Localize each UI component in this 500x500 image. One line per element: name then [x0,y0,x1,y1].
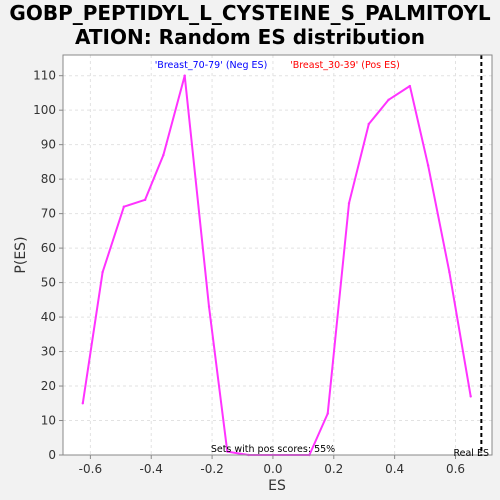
y-tick-label: 0 [48,448,56,462]
es-data-point [101,271,104,274]
pos-scores-annotation: Sets with pos scores: 55% [211,444,335,455]
x-tick-label: 0.6 [446,462,465,476]
es-data-point [226,450,229,453]
y-tick-label: 60 [41,241,56,255]
es-data-point [326,412,329,415]
es-data-point [347,202,351,205]
es-data-point [367,122,370,126]
y-axis-title: P(ES) [13,236,29,273]
legend-neg-es: 'Breast_70-79' (Neg ES) [155,60,268,71]
es-data-point [207,305,211,308]
es-data-point [81,402,84,405]
grid-layer [63,55,492,456]
es-data-point [408,84,412,88]
es-data-point [448,271,451,274]
es-data-point [469,395,472,398]
x-axis-title: ES [268,478,286,494]
es-data-point [387,98,390,102]
y-tick-label: 100 [33,103,56,117]
y-tick-label: 20 [41,379,56,393]
es-data-point [162,153,165,157]
x-tick-label: -0.2 [200,462,223,476]
x-tick-label: 0.2 [324,462,343,476]
chart-title-line-1: GOBP_PEPTIDYL_L_CYSTEINE_S_PALMITOYL [9,1,490,25]
legend-pos-es: 'Breast_30-39' (Pos ES) [290,60,400,71]
x-tick-label: -0.4 [140,462,163,476]
y-tick-label: 10 [41,414,56,428]
y-tick-layer: 0 10 20 30 40 50 60 70 80 90 100 110 [33,69,63,462]
y-tick-label: 40 [41,310,56,324]
x-tick-label: 0.4 [385,462,404,476]
plot-area [63,55,492,455]
es-data-point [143,198,147,202]
plot-frame [62,54,493,456]
y-tick-label: 50 [41,276,56,290]
es-data-point [122,205,126,208]
y-tick-label: 80 [41,172,56,186]
x-tick-label: 0.0 [263,462,282,476]
es-data-point [183,74,186,77]
chart-title-line-2: ATION: Random ES distribution [75,25,425,49]
x-tick-layer: -0.6 -0.4 -0.2 0.0 0.2 0.4 0.6 [79,455,465,476]
real-es-label: Real ES [453,448,489,459]
x-tick-label: -0.6 [79,462,102,476]
y-tick-label: 110 [33,69,56,83]
es-data-point [426,164,430,167]
y-tick-label: 30 [41,345,56,359]
y-tick-label: 70 [41,207,56,221]
y-tick-label: 90 [41,138,56,152]
